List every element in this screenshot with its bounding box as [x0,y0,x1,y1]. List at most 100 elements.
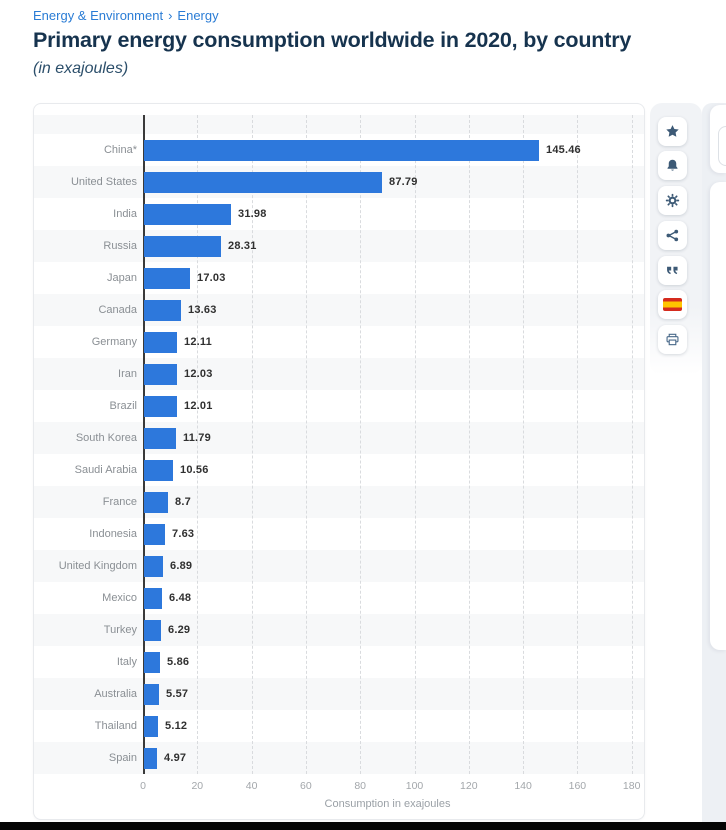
bar-row [34,742,644,774]
bar-row [34,678,644,710]
x-tick-label: 120 [460,780,478,792]
bar[interactable] [144,171,382,193]
bar[interactable] [144,459,173,481]
bar[interactable] [144,587,162,609]
category-label: Mexico [102,592,137,604]
category-label: United Kingdom [58,560,137,572]
alert-button[interactable] [658,151,687,180]
category-label: China* [103,144,137,156]
x-tick-label: 80 [354,780,367,792]
bar[interactable] [144,747,157,769]
x-tick-label: 60 [300,780,312,792]
bar[interactable] [144,331,177,353]
value-label: 11.79 [183,432,211,444]
value-label: 6.89 [170,560,193,572]
value-label: 6.29 [168,624,191,636]
bar-row [34,486,644,518]
bar-row [34,550,644,582]
share-button[interactable] [658,221,687,250]
value-label: 28.31 [228,240,257,252]
quote-icon [667,266,678,275]
x-tick-label: 180 [622,780,641,792]
x-tick-label: 20 [191,780,204,792]
bar[interactable] [144,395,177,417]
bar[interactable] [144,555,163,577]
bar[interactable] [144,523,165,545]
category-label: Saudi Arabia [74,464,137,476]
value-label: 4.97 [164,752,187,764]
gridline [577,115,579,774]
value-label: 5.12 [165,720,188,732]
value-label: 12.11 [184,336,212,348]
bar-row [34,614,644,646]
value-label: 5.86 [167,656,190,668]
category-label: South Korea [75,432,137,444]
gridline [468,115,470,774]
category-label: Canada [98,304,137,316]
gridline [251,115,253,774]
row-stripe [34,115,644,134]
cite-button[interactable] [658,256,687,285]
value-label: 5.57 [166,688,189,700]
bar[interactable] [144,299,181,321]
x-tick-label: 100 [405,780,424,792]
print-button[interactable] [658,325,687,354]
settings-button[interactable] [658,186,687,215]
category-label: Thailand [94,720,137,732]
bar-chart: China* 145.46 United States 87.79 India 31.98… [34,104,644,819]
breadcrumb-link-energy[interactable]: Energy [177,8,219,23]
x-tick-label: 0 [140,780,146,792]
breadcrumb-link-energy-environment[interactable]: Energy & Environment [33,8,164,23]
category-label: Indonesia [89,528,137,540]
category-label: Iran [118,368,137,380]
x-tick-label: 40 [245,780,258,792]
category-label: India [113,208,137,220]
favorite-button[interactable] [658,117,687,146]
category-label: Italy [116,656,137,668]
bar[interactable] [144,139,539,161]
bar[interactable] [144,235,221,257]
value-label: 12.01 [184,400,213,412]
gridline [414,115,416,774]
bar-row [34,294,644,326]
bar[interactable] [144,491,168,513]
printer-icon [666,333,679,346]
bar-row [34,230,644,262]
bar-row [34,358,644,390]
breadcrumb: Energy & Environment › Energy [33,8,219,23]
star-icon [666,125,679,137]
breadcrumb-separator: › [168,8,173,23]
bar[interactable] [144,427,176,449]
bar[interactable] [144,363,177,385]
value-label: 7.63 [172,528,195,540]
category-label: Turkey [103,624,137,636]
value-label: 31.98 [238,208,267,220]
x-tick-label: 160 [568,780,587,792]
bar[interactable] [144,715,158,737]
language-spanish-button[interactable] [658,290,687,319]
gear-icon [665,193,680,208]
category-label: Spain [108,752,137,764]
value-label: 6.48 [169,592,192,604]
category-label: United States [70,176,137,188]
value-label: 8.7 [175,496,191,508]
value-label: 13.63 [188,304,217,316]
right-panel-button-edge[interactable] [718,126,726,166]
right-panel-top [710,105,726,173]
spain-flag-icon [663,298,682,311]
category-label: Brazil [109,400,137,412]
x-axis-title: Consumption in exajoules [324,798,451,810]
bar[interactable] [144,651,160,673]
bar[interactable] [144,267,190,289]
bar[interactable] [144,203,231,225]
value-label: 145.46 [546,144,581,156]
right-panel-main [710,182,726,650]
gridline [305,115,307,774]
category-label: Germany [91,336,137,348]
page-title: Primary energy consumption worldwide in … [33,28,632,52]
bar[interactable] [144,683,159,705]
page-subtitle: (in exajoules) [33,60,129,77]
value-label: 10.56 [180,464,209,476]
footer-bar [0,822,726,830]
bar[interactable] [144,619,161,641]
